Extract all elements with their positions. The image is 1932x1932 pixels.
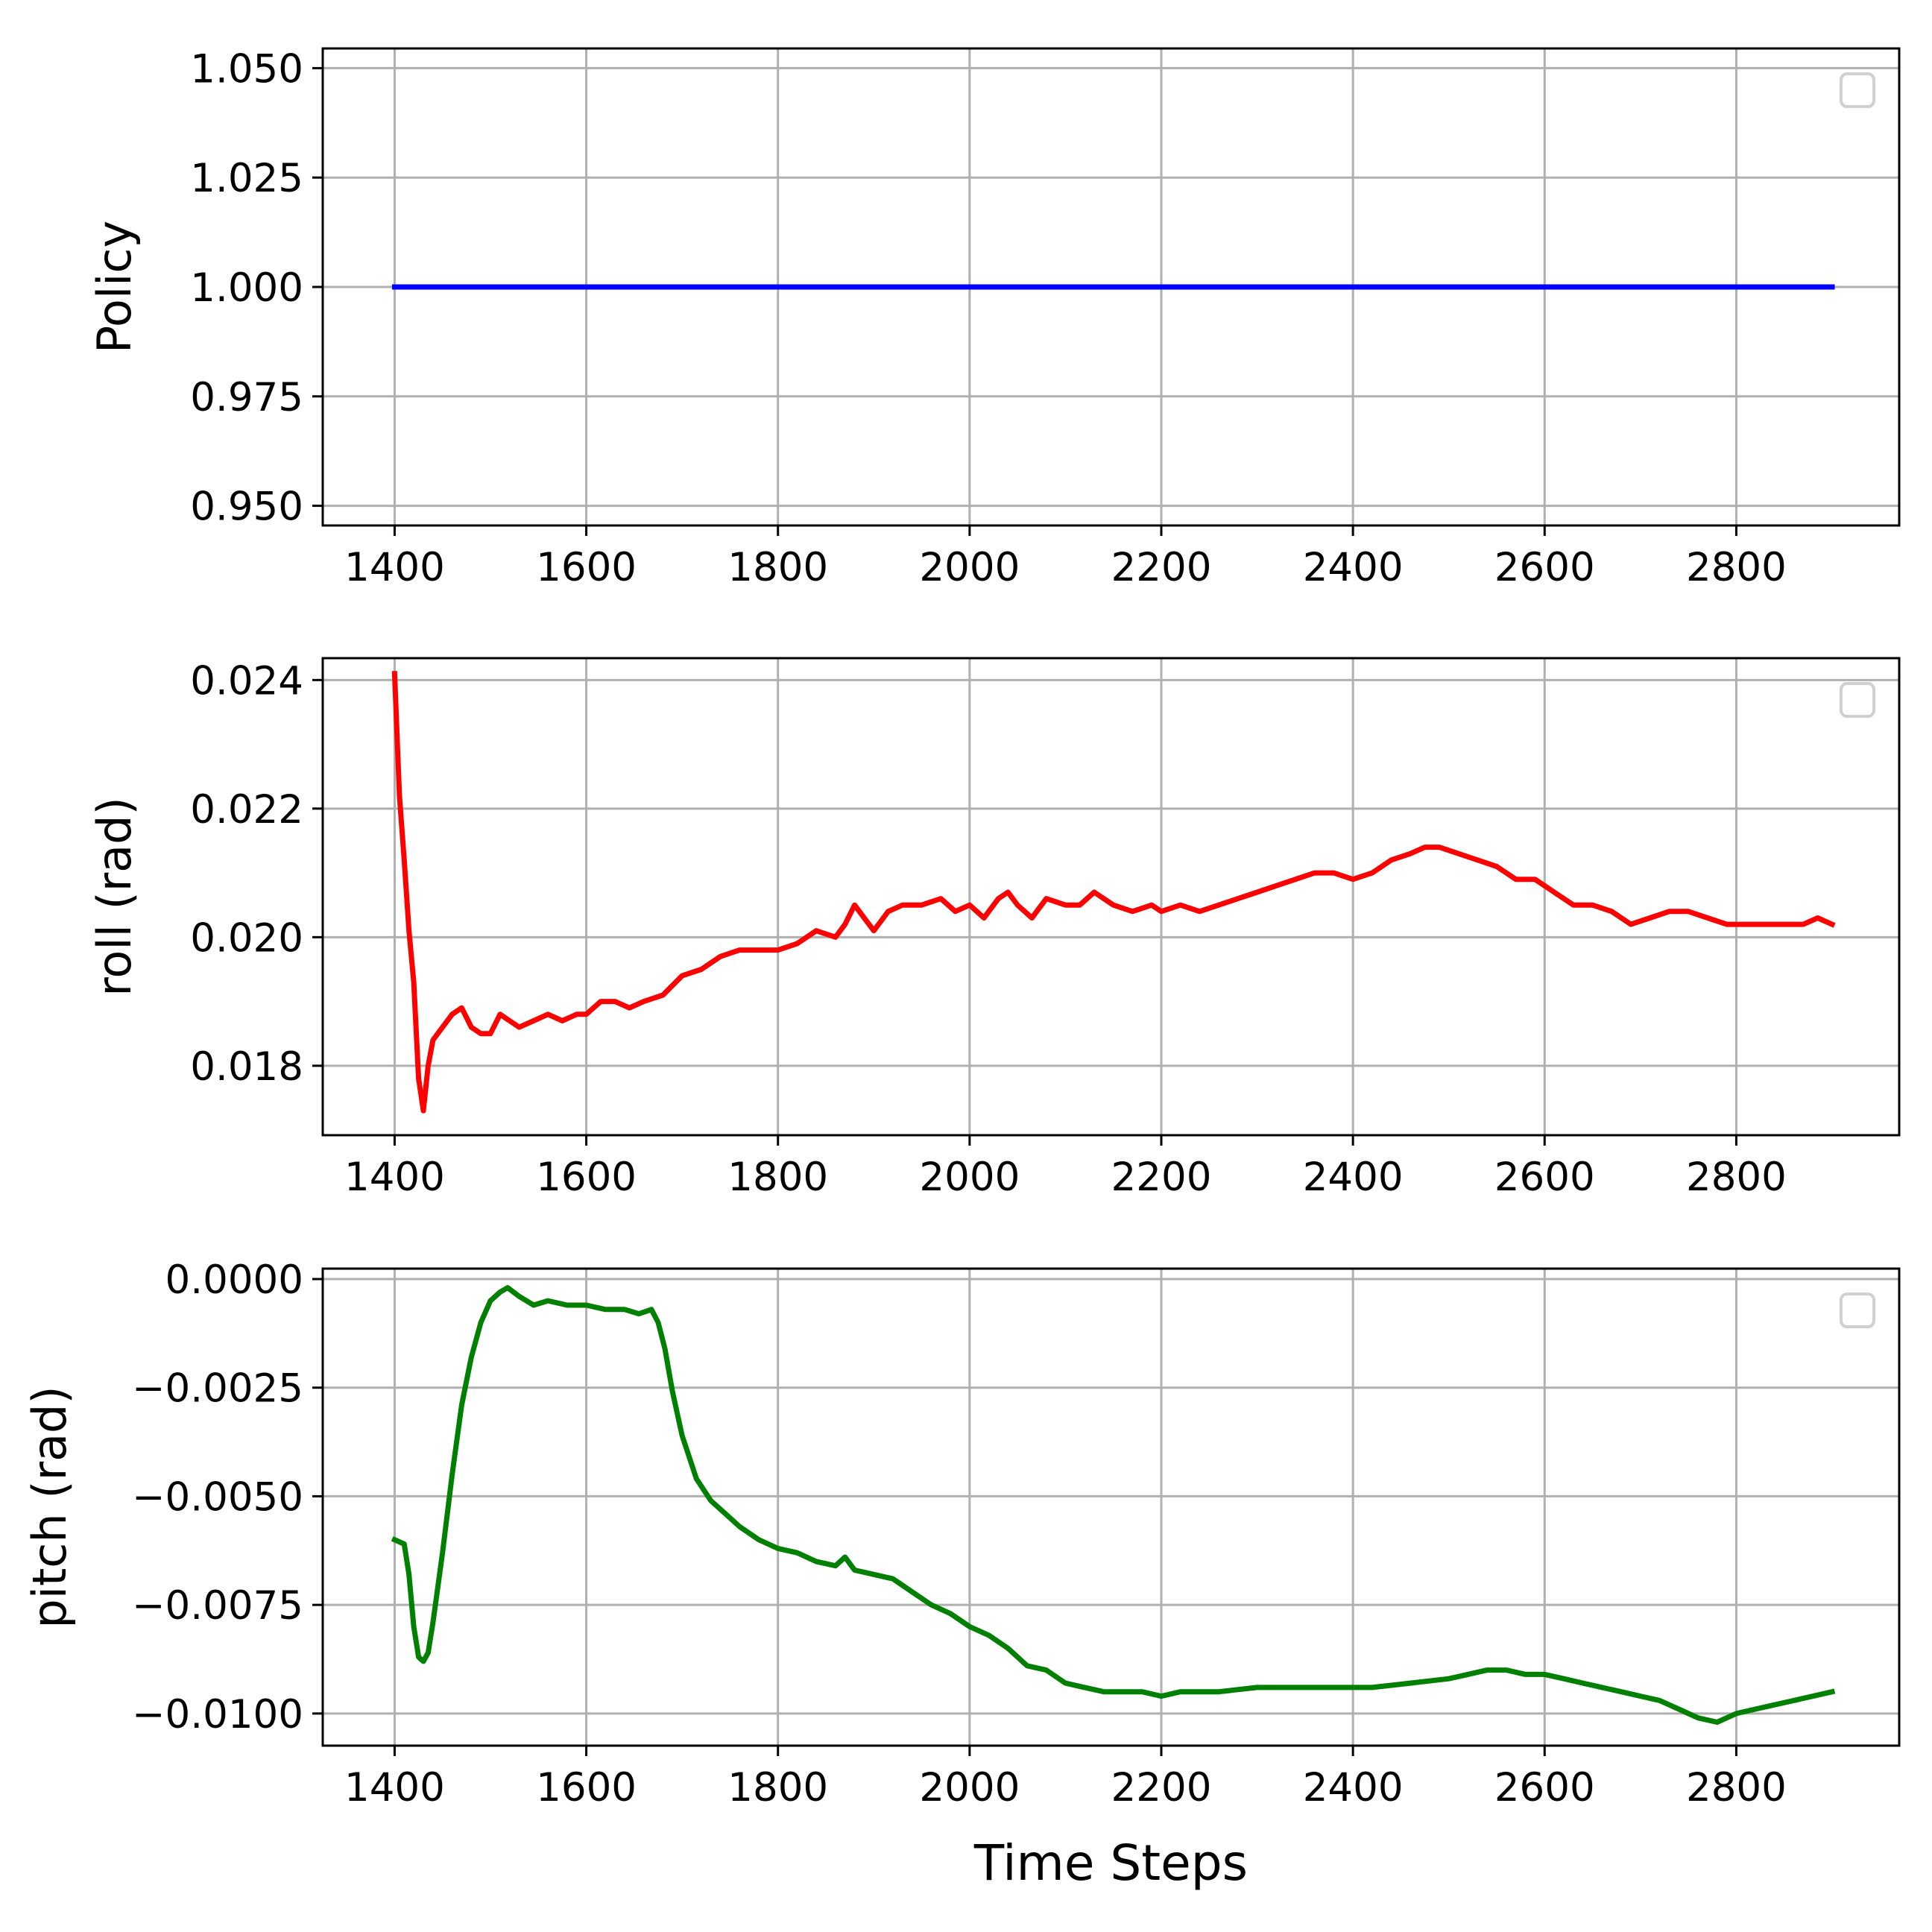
y-axis-label: roll (rad) [87,797,142,996]
series-line-roll-rad [391,671,1836,1114]
x-tick-label: 1800 [727,1765,828,1811]
x-tick-label: 2000 [919,1765,1020,1811]
x-tick-label: 2400 [1303,545,1404,590]
y-tick-label: 0.018 [190,1044,303,1090]
x-tick-label: 2800 [1686,1765,1787,1811]
x-tick-label: 2000 [919,545,1020,590]
x-tick-label: 2600 [1494,1155,1595,1200]
panel-roll-rad: 1400 1600 1800 2000 2200 2400 2600 2800 0.018 0.0… [87,657,1901,1200]
panel-pitch-rad: 1400 1600 1800 2000 2200 2400 2600 2800 −0.0100 −… [22,1257,1901,1892]
x-tick-label: 2600 [1494,1765,1595,1811]
y-tick-label: 0.024 [190,658,303,704]
y-tick-label: 0.0000 [165,1257,303,1303]
x-tick-label: 2400 [1303,1765,1404,1811]
x-tick-label: 2400 [1303,1155,1404,1200]
x-tick-label: 1400 [344,1765,445,1811]
x-tick-label: 2800 [1686,1155,1787,1200]
y-tick-label: 1.025 [190,156,303,201]
x-tick-label: 1800 [727,1155,828,1200]
y-tick-label: −0.0025 [132,1366,303,1412]
panel-policy: 1400 1600 1800 2000 2200 2400 2600 2800 0.950 0.9… [87,46,1901,590]
y-tick-label: 0.020 [190,915,303,961]
x-tick-label: 2600 [1494,545,1595,590]
x-tick-label: 2000 [919,1155,1020,1200]
x-tick-label: 1400 [344,1155,445,1200]
x-tick-label: 1600 [536,545,637,590]
y-tick-label: 0.022 [190,787,303,833]
legend-box [1840,1292,1875,1328]
y-tick-label: 0.950 [190,484,303,530]
y-tick-label: 0.975 [190,375,303,420]
axes-frame [321,1267,1901,1747]
x-tick-label: 2200 [1111,1765,1212,1811]
x-tick-label: 2200 [1111,545,1212,590]
x-tick-label: 1600 [536,1155,637,1200]
y-tick-label: 1.000 [190,265,303,311]
x-tick-label: 2800 [1686,545,1787,590]
y-tick-label: −0.0100 [132,1692,303,1737]
x-tick-label: 2200 [1111,1155,1212,1200]
x-tick-label: 1400 [344,545,445,590]
legend-box [1840,682,1875,718]
y-axis-label: pitch (rad) [22,1386,77,1628]
legend-box [1840,72,1875,108]
axes-frame [321,657,1901,1137]
x-axis-label: Time Steps [973,1834,1248,1892]
y-tick-label: 1.050 [190,46,303,92]
x-tick-label: 1800 [727,545,828,590]
series-line-pitch-rad [391,1285,1836,1725]
y-tick-label: −0.0075 [132,1583,303,1629]
y-axis-label: Policy [87,221,142,353]
x-tick-label: 1600 [536,1765,637,1811]
y-tick-label: −0.0050 [132,1474,303,1520]
